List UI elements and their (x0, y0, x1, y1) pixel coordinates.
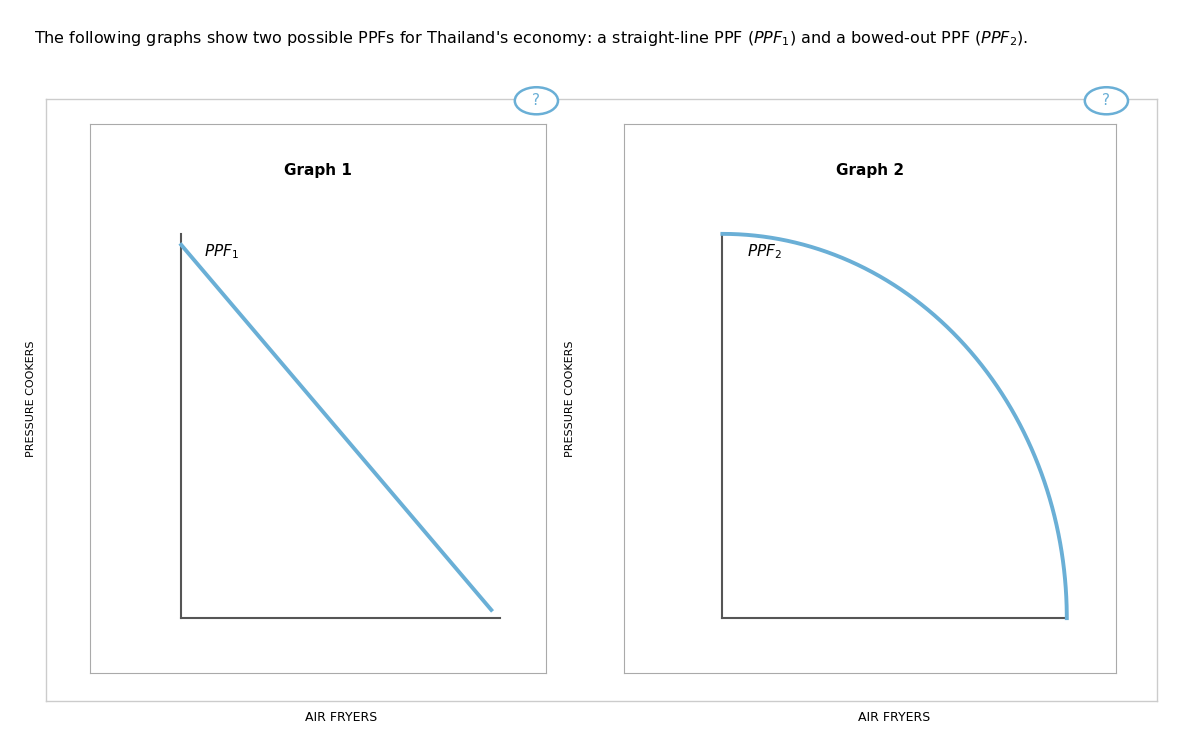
Text: Graph 1: Graph 1 (284, 162, 352, 177)
Text: ?: ? (1103, 93, 1110, 108)
Text: PRESSURE COOKERS: PRESSURE COOKERS (565, 341, 575, 456)
Text: PRESSURE COOKERS: PRESSURE COOKERS (25, 341, 36, 456)
Text: ?: ? (533, 93, 540, 108)
Text: $\mathit{PPF}_2$: $\mathit{PPF}_2$ (746, 242, 782, 261)
Text: $\mathit{PPF}_1$: $\mathit{PPF}_1$ (204, 242, 239, 261)
Text: The following graphs show two possible PPFs for Thailand's economy: a straight-l: The following graphs show two possible P… (34, 29, 1028, 47)
Text: AIR FRYERS: AIR FRYERS (858, 711, 931, 724)
Text: Graph 2: Graph 2 (836, 162, 904, 177)
Text: AIR FRYERS: AIR FRYERS (305, 711, 377, 724)
